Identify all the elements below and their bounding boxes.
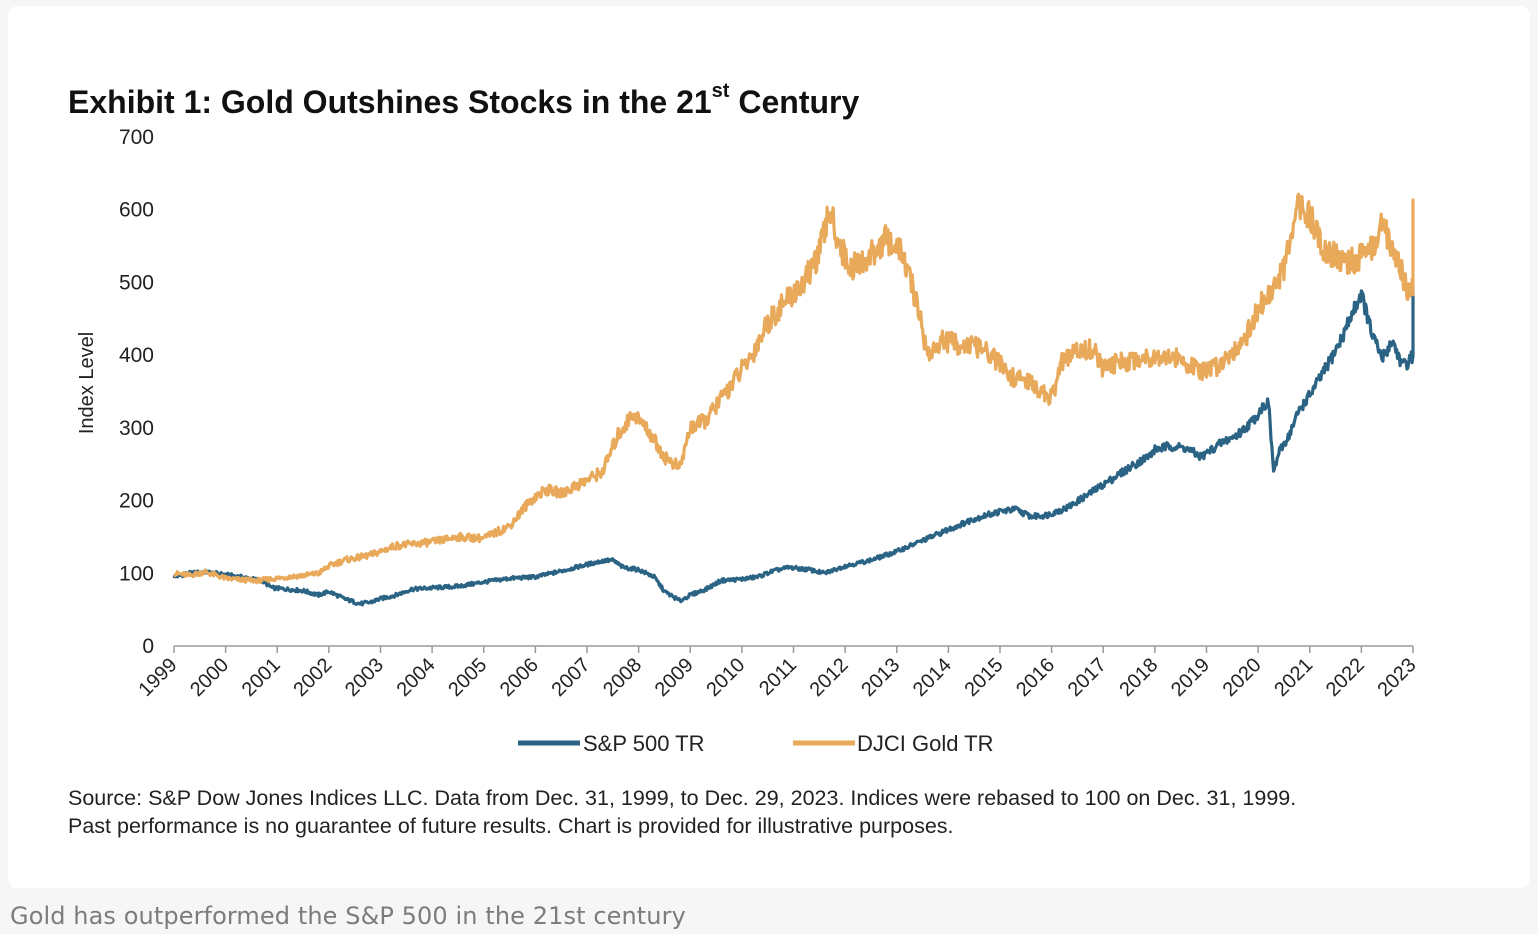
y-tick-label: 500 (119, 271, 154, 294)
legend-label: DJCI Gold TR (857, 731, 994, 756)
y-tick-label: 600 (119, 199, 154, 222)
chart-title-superscript: st (711, 80, 730, 103)
x-tick-label: 2014 (909, 654, 956, 701)
image-caption: Gold has outperformed the S&P 500 in the… (10, 902, 686, 930)
x-tick-label: 2020 (1219, 654, 1266, 701)
x-tick-label: 2008 (599, 654, 646, 701)
x-tick-label: 2009 (651, 654, 698, 701)
y-axis-label: Index Level (76, 332, 98, 434)
x-tick-label: 2002 (289, 654, 336, 701)
y-tick-label: 400 (119, 344, 154, 367)
series-line-sp500-tr (172, 289, 1415, 607)
x-tick-label: 2021 (1270, 654, 1317, 701)
x-tick-label: 2001 (238, 654, 285, 701)
x-tick-label: 2010 (702, 654, 749, 701)
footnote-disclaimer: Past performance is no guarantee of futu… (68, 814, 954, 838)
x-tick-label: 2015 (961, 654, 1008, 701)
x-tick-label: 2023 (1374, 654, 1421, 701)
x-tick-label: 2000 (186, 654, 233, 701)
x-tick-label: 2019 (1167, 654, 1214, 701)
y-tick-label: 100 (119, 562, 154, 585)
x-tick-label: 2006 (496, 654, 543, 701)
x-tick-label: 2005 (444, 654, 491, 701)
x-tick-label: 2003 (341, 654, 388, 701)
legend-label: S&P 500 TR (583, 731, 704, 756)
x-tick-label: 2022 (1322, 654, 1369, 701)
series-line-djci-gold-tr (173, 192, 1415, 585)
y-tick-label: 0 (142, 635, 154, 658)
x-tick-label: 2013 (857, 654, 904, 701)
x-tick-label: 2007 (548, 654, 595, 701)
x-tick-label: 2011 (755, 654, 801, 700)
chart-title: Exhibit 1: Gold Outshines Stocks in the … (68, 80, 860, 120)
chart-card (8, 6, 1530, 888)
x-tick-label: 2012 (806, 654, 853, 701)
x-tick-label: 2018 (1115, 654, 1162, 701)
y-tick-label: 700 (119, 126, 154, 149)
x-tick-label: 1999 (135, 654, 182, 701)
y-tick-label: 200 (119, 490, 154, 513)
footnote-source: Source: S&P Dow Jones Indices LLC. Data … (68, 786, 1297, 810)
x-tick-label: 2016 (1012, 654, 1059, 701)
x-tick-label: 2017 (1064, 654, 1111, 701)
x-tick-label: 2004 (393, 654, 440, 701)
y-tick-label: 300 (119, 417, 154, 440)
